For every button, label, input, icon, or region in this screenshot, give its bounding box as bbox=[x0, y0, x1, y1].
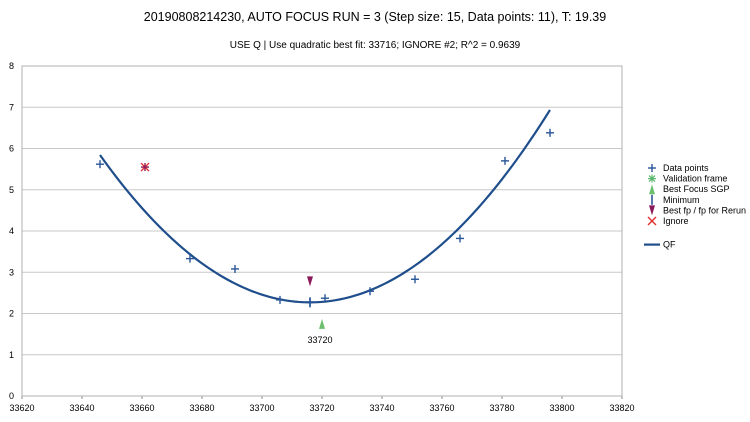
marker-plus bbox=[501, 156, 509, 165]
legend-label: Minimum bbox=[663, 195, 700, 205]
marker-plus bbox=[186, 254, 194, 263]
x-b bbox=[647, 216, 657, 226]
y-tick-label: 3 bbox=[9, 267, 14, 277]
fit-curve bbox=[99, 109, 551, 304]
data-markers bbox=[96, 128, 554, 329]
x-tick-label: 33660 bbox=[129, 403, 154, 413]
marker-plus bbox=[456, 234, 464, 243]
marker-plus bbox=[276, 295, 284, 304]
tri-up bbox=[319, 318, 325, 329]
ast-d2 bbox=[648, 175, 656, 183]
x-tick-label: 33820 bbox=[609, 403, 634, 413]
y-tick-label: 2 bbox=[9, 309, 14, 319]
marker-plus bbox=[366, 287, 374, 296]
marker-triangle-down bbox=[307, 276, 313, 287]
legend-label: Validation frame bbox=[663, 174, 727, 184]
tri-up bbox=[649, 184, 655, 195]
x-tick-label: 33780 bbox=[489, 403, 514, 413]
y-tick-label: 4 bbox=[9, 226, 14, 236]
legend-label: Ignore bbox=[663, 216, 689, 226]
fit-curve-group bbox=[99, 109, 551, 304]
x-tick-label: 33760 bbox=[429, 403, 454, 413]
x-tick-label: 33640 bbox=[69, 403, 94, 413]
y-tick-label: 6 bbox=[9, 144, 14, 154]
legend-marker bbox=[648, 174, 656, 183]
plot-frame bbox=[21, 65, 623, 397]
tri-down bbox=[649, 205, 655, 216]
marker-triangle-up bbox=[319, 318, 325, 329]
x-tick-label: 33700 bbox=[249, 403, 274, 413]
x-tick-label: 33680 bbox=[189, 403, 214, 413]
y-tick-label: 1 bbox=[9, 350, 14, 360]
chart-title: 20190808214230, AUTO FOCUS RUN = 3 (Step… bbox=[144, 10, 606, 24]
marker-plus bbox=[546, 128, 554, 137]
marker-plus bbox=[411, 275, 419, 284]
x-tick-label: 33800 bbox=[549, 403, 574, 413]
x-tick-label: 33720 bbox=[309, 403, 334, 413]
annotation-label: 33720 bbox=[307, 335, 332, 345]
tick-labels: 0 1 2 3 4 5 6 7 8 33620 33640 33660 33680 33700 33720 3… bbox=[9, 61, 635, 413]
marker-ignored-point bbox=[141, 163, 149, 172]
tri-down bbox=[307, 276, 313, 287]
x-tick-label: 33740 bbox=[369, 403, 394, 413]
y-tick-label: 5 bbox=[9, 185, 14, 195]
legend-marker bbox=[648, 164, 656, 172]
marker-plus bbox=[96, 160, 104, 169]
marker-plus bbox=[321, 294, 329, 303]
legend-label: Best Focus SGP bbox=[663, 184, 730, 194]
axes bbox=[21, 65, 623, 399]
legend-marker bbox=[647, 216, 657, 226]
y-tick-label: 7 bbox=[9, 102, 14, 112]
y-tick-label: 8 bbox=[9, 61, 14, 71]
y-tick-label: 0 bbox=[9, 391, 14, 401]
annotations: 33720 bbox=[307, 335, 332, 345]
legend-marker bbox=[649, 205, 655, 216]
x-tick-label: 33620 bbox=[9, 403, 34, 413]
legend-label: Data points bbox=[663, 163, 709, 173]
marker-plus bbox=[231, 264, 239, 273]
legend-marker bbox=[649, 184, 655, 195]
legend-label: QF bbox=[663, 240, 676, 250]
grid-lines bbox=[22, 65, 622, 356]
legend-label: Best fp / fp for Rerun bbox=[663, 205, 746, 215]
chart-subtitle: USE Q | Use quadratic best fit: 33716; I… bbox=[230, 40, 521, 51]
